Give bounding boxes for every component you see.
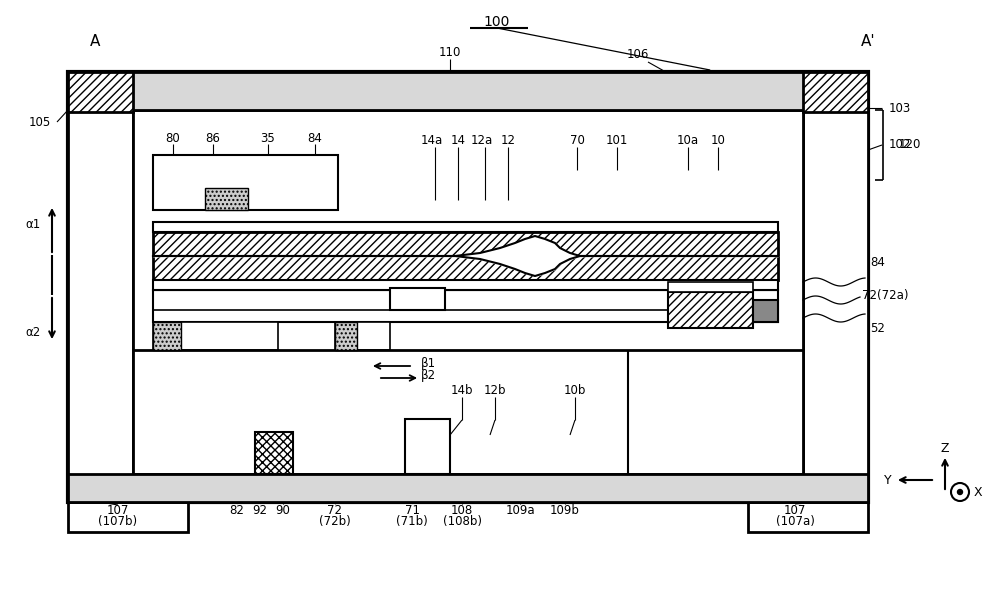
Bar [133,110,803,474]
Bar [68,72,133,502]
Text: 72(72a): 72(72a) [862,289,908,301]
Bar [335,322,357,350]
Text: Y: Y [884,473,892,487]
Bar [390,288,445,310]
Text: 84: 84 [871,256,885,269]
Bar [153,290,778,322]
Bar [68,72,133,112]
Bar [803,72,868,502]
Text: 86: 86 [206,131,220,145]
Text: α1: α1 [25,218,41,232]
Text: (72b): (72b) [319,514,351,527]
Text: 71: 71 [404,503,420,517]
Text: 10a: 10a [677,133,699,146]
Bar [405,419,450,474]
Text: 103: 103 [889,101,911,115]
Bar [748,502,868,532]
Bar [668,282,753,292]
Text: A': A' [861,34,875,49]
Text: (107b): (107b) [98,514,138,527]
Bar [68,72,868,502]
Text: 106: 106 [627,49,649,61]
Bar [153,322,181,350]
Text: 80: 80 [166,131,180,145]
Text: 109a: 109a [505,503,535,517]
Text: 14a: 14a [421,133,443,146]
Text: β1: β1 [420,356,436,370]
Text: Z: Z [941,442,949,455]
Text: 109b: 109b [550,503,580,517]
Text: 82: 82 [230,503,244,517]
Text: (107a): (107a) [776,514,814,527]
Circle shape [958,490,962,494]
Text: 12: 12 [501,133,516,146]
Text: 92: 92 [252,503,268,517]
Bar [68,502,188,532]
Text: 12b: 12b [484,383,506,397]
Text: 90: 90 [276,503,290,517]
Bar [753,300,778,322]
Text: 35: 35 [261,131,275,145]
Bar [68,72,868,110]
Text: 14: 14 [450,133,466,146]
Text: 14b: 14b [451,383,473,397]
Bar [153,155,338,210]
Text: A: A [90,34,100,49]
Text: 107: 107 [784,503,806,517]
Text: X: X [974,485,983,499]
Bar [153,280,778,290]
Text: 70: 70 [570,133,584,146]
Text: 10b: 10b [564,383,586,397]
Text: 12a: 12a [471,133,493,146]
Text: 102: 102 [889,139,911,151]
Text: 10: 10 [711,133,725,146]
Text: 110: 110 [439,46,461,58]
Bar [153,222,778,232]
Bar [668,292,753,328]
Bar [255,432,293,474]
Bar [803,72,868,112]
Bar [153,322,278,350]
Text: 72: 72 [328,503,342,517]
Bar [153,232,778,280]
Text: 84: 84 [308,131,322,145]
Text: 120: 120 [899,139,921,151]
Text: 101: 101 [606,133,628,146]
Bar [68,474,868,502]
Text: α2: α2 [25,325,41,338]
Text: β2: β2 [420,370,436,383]
Text: 108: 108 [451,503,473,517]
Text: (71b): (71b) [396,514,428,527]
Bar [205,188,248,210]
Text: 107: 107 [107,503,129,517]
Text: (108b): (108b) [442,514,482,527]
Text: 105: 105 [29,115,51,128]
Bar [335,322,390,350]
Text: 52: 52 [871,322,885,335]
Text: 100: 100 [484,15,510,29]
